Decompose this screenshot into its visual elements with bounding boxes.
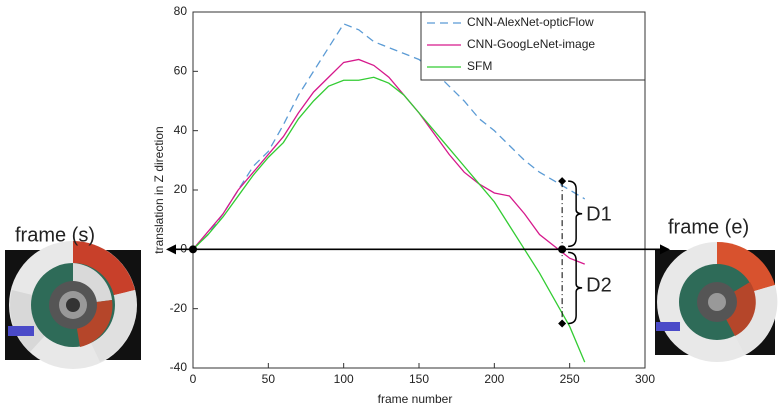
- annotation: D1: [586, 203, 612, 225]
- x-tick-label: 200: [484, 372, 504, 386]
- x-axis-label: frame number: [378, 392, 453, 406]
- legend-label: CNN-AlexNet-opticFlow: [467, 15, 594, 29]
- y-tick-label: -40: [170, 360, 188, 374]
- legend-label: CNN-GoogLeNet-image: [467, 37, 595, 51]
- x-tick-label: 300: [635, 372, 655, 386]
- y-tick-label: 20: [174, 182, 188, 196]
- y-tick-label: -20: [170, 301, 188, 315]
- annotation: D2: [586, 275, 612, 297]
- y-tick-label: 60: [174, 64, 188, 78]
- frame-start-image: [5, 241, 141, 369]
- y-axis-label: translation in Z direction: [152, 126, 166, 253]
- marker: [558, 245, 567, 254]
- y-tick-label: 80: [174, 4, 188, 18]
- x-tick-label: 250: [560, 372, 580, 386]
- x-tick-label: 0: [190, 372, 197, 386]
- y-tick-label: 0: [180, 242, 187, 256]
- marker: [558, 319, 567, 328]
- annotation: frame (s): [15, 224, 95, 246]
- marker: [558, 177, 567, 186]
- series-line: [192, 76, 586, 363]
- frame-end-image: [655, 241, 778, 362]
- series-line: [192, 23, 586, 250]
- x-tick-label: 100: [334, 372, 354, 386]
- brace: [568, 251, 583, 325]
- annotation: frame (e): [668, 216, 749, 238]
- x-tick-label: 150: [409, 372, 429, 386]
- x-tick-label: 50: [262, 372, 276, 386]
- y-tick-label: 40: [174, 123, 188, 137]
- marker: [189, 245, 197, 254]
- series-line: [192, 58, 585, 265]
- brace: [568, 180, 583, 248]
- legend-label: SFM: [467, 59, 492, 73]
